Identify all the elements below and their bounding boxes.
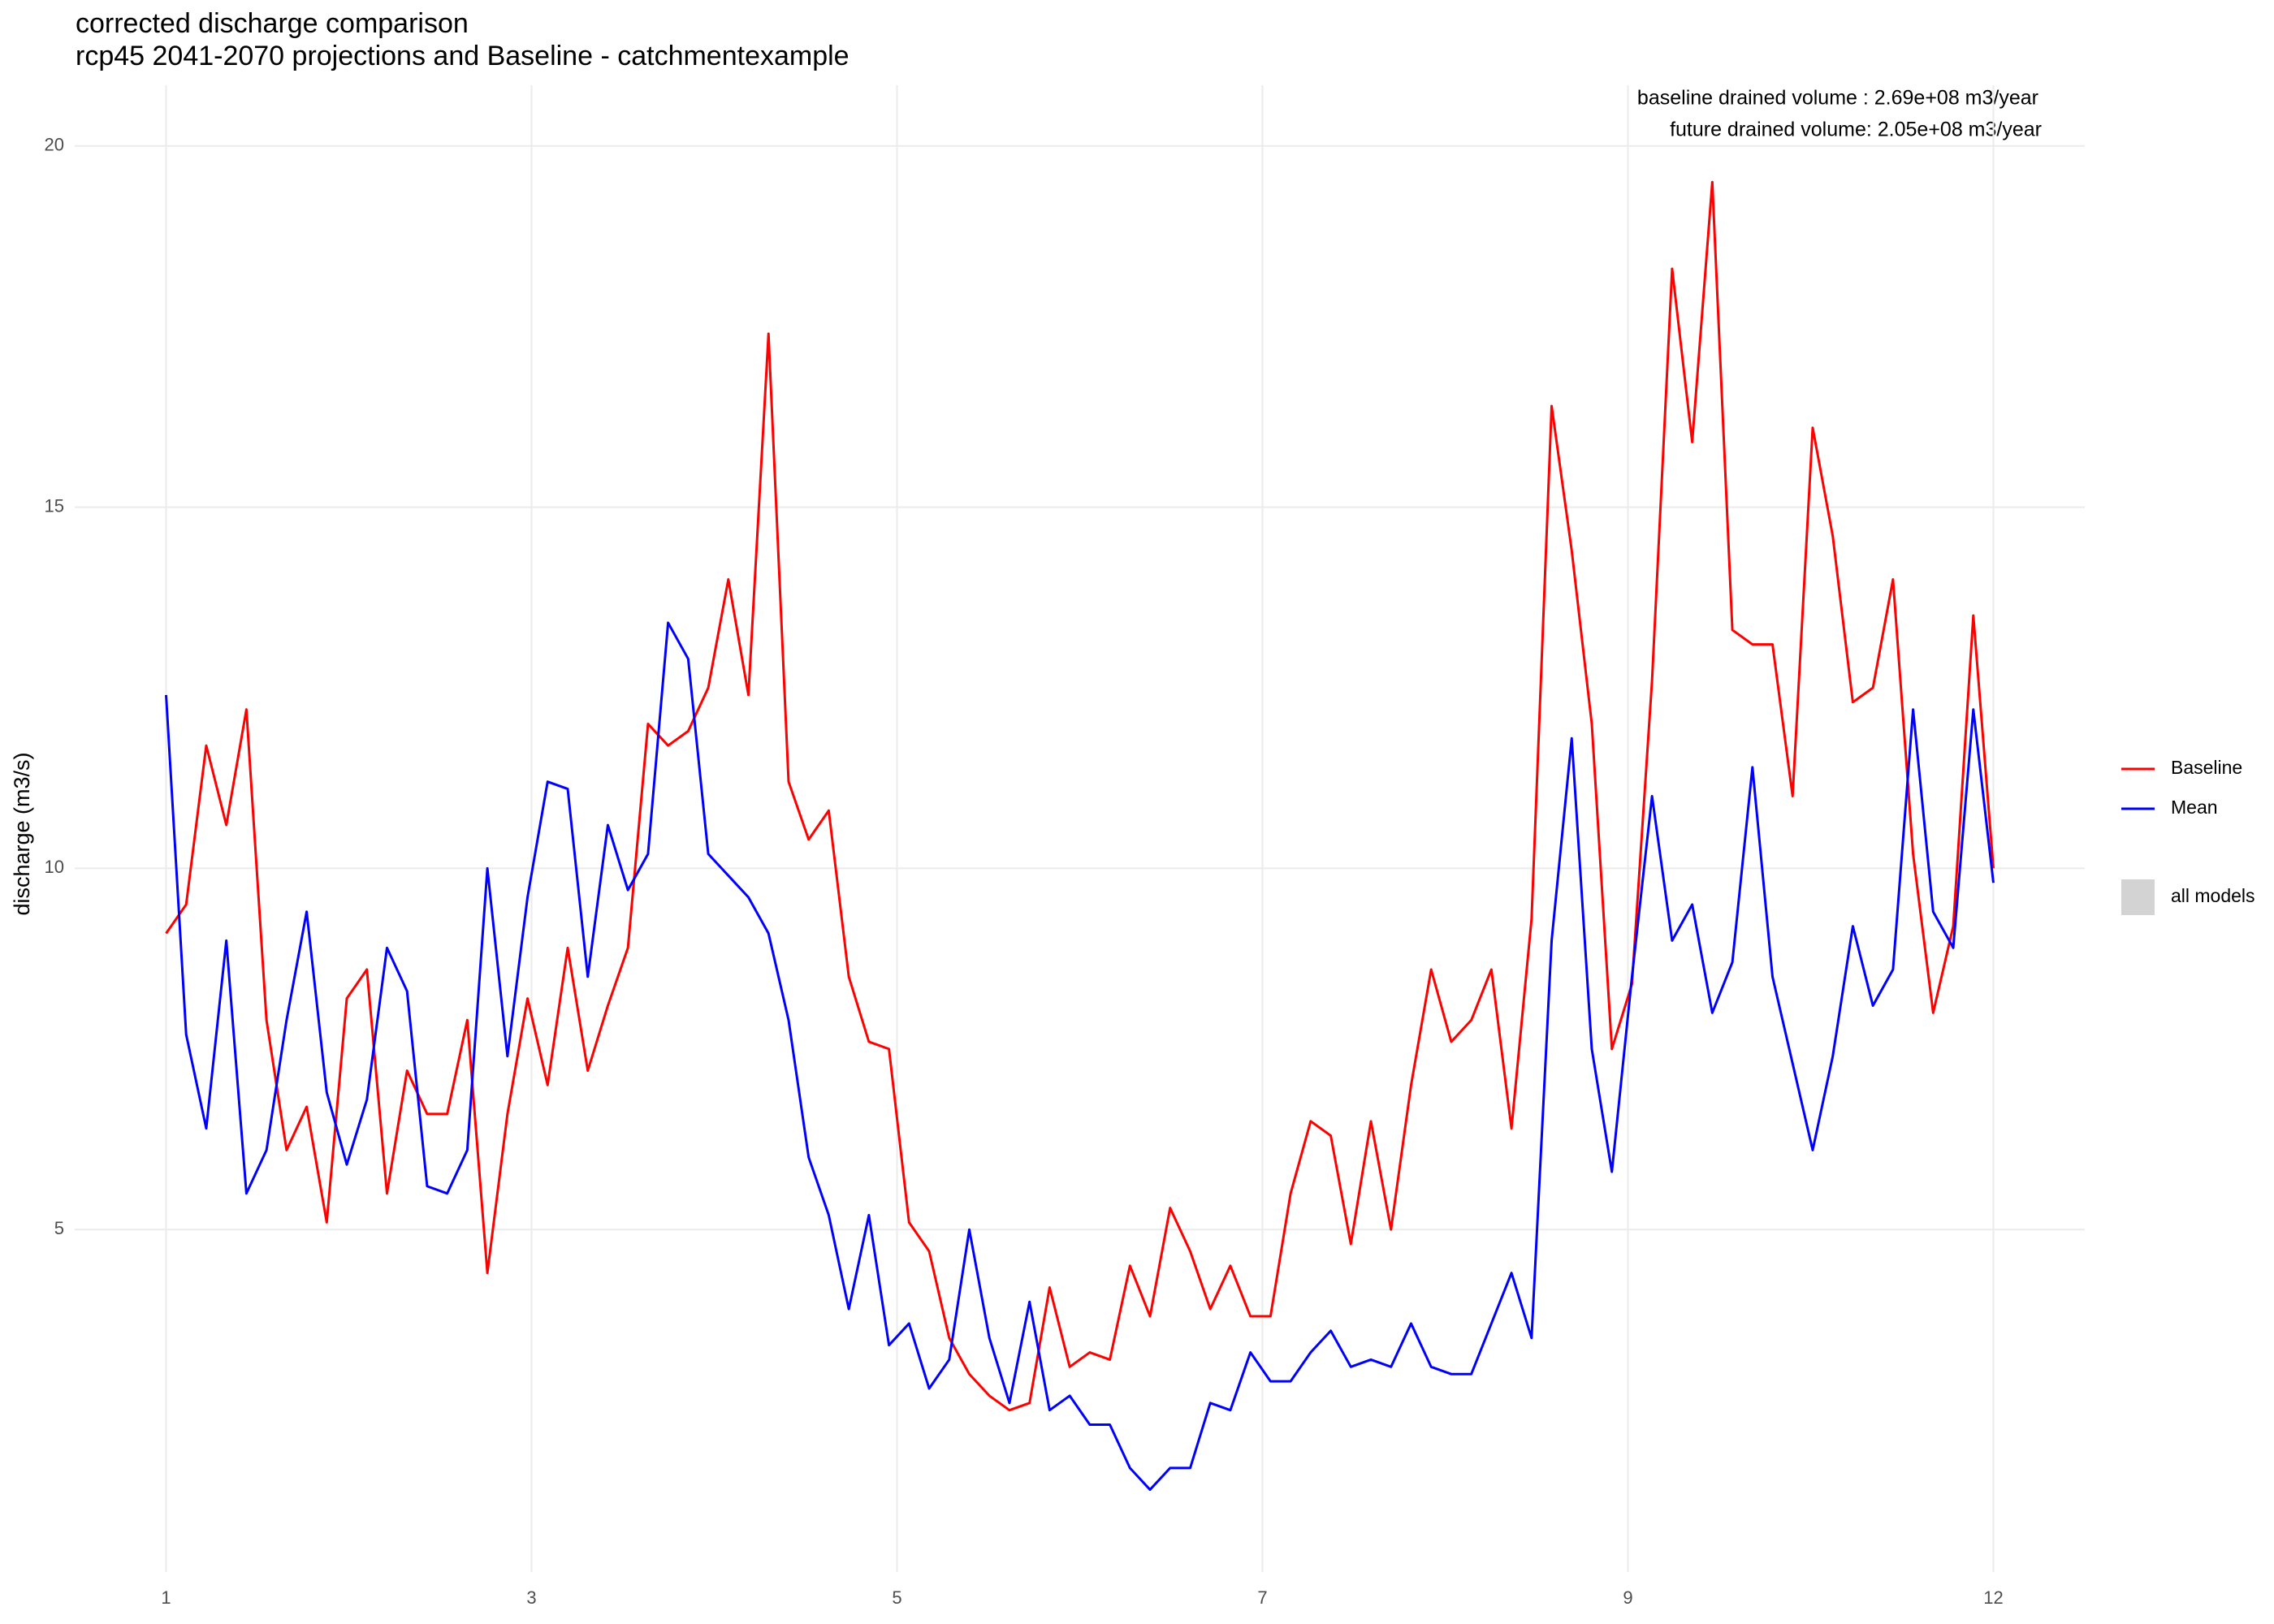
annotation: future drained volume: 2.05e+08 m3/year [1670,119,2042,141]
chart-subtitle: rcp45 2041-2070 projections and Baseline… [76,41,850,71]
legend-key [2121,879,2155,915]
annotation: baseline drained volume : 2.69e+08 m3/ye… [1637,87,2038,110]
line [165,621,1995,1492]
x-tick-label: 1 [161,1587,171,1608]
x-tick-label: 7 [1257,1587,1267,1608]
line [165,180,1995,1412]
y-tick-label: 15 [45,495,64,516]
y-axis-title: discharge (m3/s) [10,752,34,915]
x-tick-label: 5 [892,1587,901,1608]
y-tick-label: 20 [45,135,64,155]
x-tick-label: 3 [526,1587,536,1608]
chart-title: corrected discharge comparison [76,8,469,39]
legend-label: Mean [2171,797,2218,818]
legend-label: all models [2171,885,2255,906]
legend-label: Baseline [2171,757,2242,778]
y-tick-label: 10 [45,857,64,877]
x-tick-label: 12 [1983,1587,2003,1608]
x-tick-label: 9 [1623,1587,1632,1608]
y-tick-label: 5 [54,1218,64,1238]
